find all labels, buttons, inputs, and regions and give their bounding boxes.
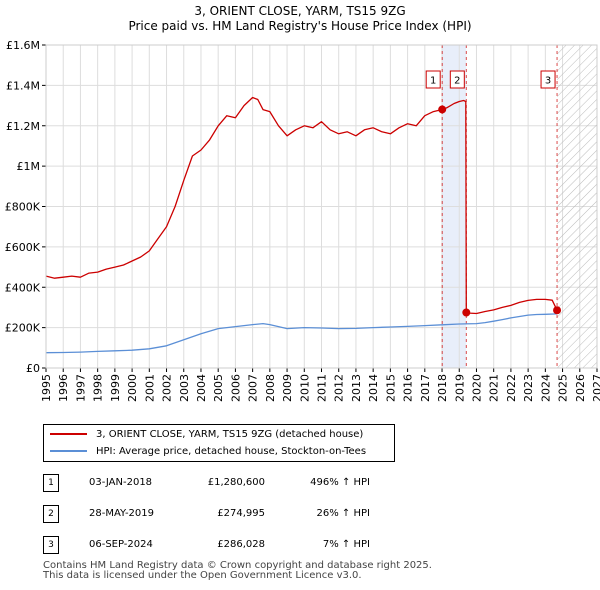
x-tick-label: 2002	[161, 374, 174, 402]
x-tick-label: 1997	[74, 374, 87, 402]
transaction-label-2: 2	[454, 76, 460, 87]
x-tick-label: 2005	[212, 374, 225, 402]
chart-title-block: 3, ORIENT CLOSE, YARM, TS15 9ZG Price pa…	[0, 4, 600, 34]
y-tick-label: £0	[26, 362, 40, 375]
x-tick-label: 2017	[419, 374, 432, 402]
x-tick-label: 2008	[264, 374, 277, 402]
transaction-hpi-change: 26% ↑ HPI	[316, 508, 370, 519]
transaction-label-1: 1	[430, 76, 436, 87]
x-tick-label: 2025	[557, 374, 570, 402]
x-tick-label: 2001	[143, 374, 156, 402]
chart-legend: 3, ORIENT CLOSE, YARM, TS15 9ZG (detache…	[43, 424, 395, 462]
legend-label-property: 3, ORIENT CLOSE, YARM, TS15 9ZG (detache…	[96, 429, 364, 440]
chart-title: 3, ORIENT CLOSE, YARM, TS15 9ZG	[194, 4, 406, 18]
transaction-hpi-change: 496% ↑ HPI	[310, 477, 370, 488]
x-tick-label: 2013	[350, 374, 363, 402]
x-tick-label: 2010	[298, 374, 311, 402]
legend-swatch-property	[50, 433, 87, 435]
transaction-point-3	[553, 306, 562, 315]
property-price-line	[46, 96, 558, 315]
y-tick-label: £1.4M	[6, 79, 40, 92]
chart-subtitle: Price paid vs. HM Land Registry's House …	[128, 19, 472, 33]
transaction-date: 28-MAY-2019	[89, 508, 155, 519]
transaction-price: £274,995	[217, 508, 265, 519]
y-tick-label: £200K	[5, 322, 41, 335]
x-tick-label: 2019	[453, 374, 466, 402]
table-row: 2 28-MAY-2019 £274,995 26% ↑ HPI	[43, 505, 403, 523]
x-tick-label: 2015	[384, 374, 397, 402]
plot-area-border	[45, 44, 598, 369]
x-tick-label: 1996	[57, 374, 70, 402]
table-row: 3 06-SEP-2024 £286,028 7% ↑ HPI	[43, 536, 403, 554]
transaction-hpi-change: 7% ↑ HPI	[322, 539, 370, 550]
x-tick-label: 2009	[281, 374, 294, 402]
legend-entry-property: 3, ORIENT CLOSE, YARM, TS15 9ZG (detache…	[50, 427, 363, 443]
hpi-line	[46, 313, 558, 354]
x-tick-label: 2020	[470, 374, 483, 402]
y-tick-label: £400K	[5, 281, 41, 294]
transaction-label-3: 3	[545, 76, 551, 87]
table-row: 1 03-JAN-2018 £1,280,600 496% ↑ HPI	[43, 474, 403, 492]
x-tick-label: 2021	[488, 374, 501, 402]
transaction-label-box	[425, 70, 441, 89]
footer-attribution: Contains HM Land Registry data © Crown c…	[43, 561, 432, 581]
x-tick-label: 2024	[539, 374, 552, 402]
x-tick-label: 2014	[367, 374, 380, 402]
x-tick-label: 2007	[247, 374, 260, 402]
x-tick-label: 2022	[505, 374, 518, 402]
transaction-price: £286,028	[217, 539, 265, 550]
future-hatched-region	[557, 45, 597, 368]
transaction-number: 2	[43, 505, 59, 523]
legend-entry-hpi: HPI: Average price, detached house, Stoc…	[50, 444, 366, 460]
y-tick-label: £1.2M	[6, 120, 40, 133]
x-tick-label: 1998	[92, 374, 105, 402]
y-tick-label: £600K	[5, 241, 41, 254]
legend-swatch-hpi	[50, 450, 87, 452]
transaction-date: 06-SEP-2024	[89, 539, 153, 550]
transaction-price: £1,280,600	[207, 477, 265, 488]
x-tick-label: 2011	[316, 374, 329, 402]
legend-label-hpi: HPI: Average price, detached house, Stoc…	[96, 446, 367, 457]
x-tick-label: 2027	[591, 374, 600, 402]
x-tick-label: 2026	[574, 374, 587, 402]
x-tick-label: 2000	[126, 374, 139, 402]
x-tick-label: 2003	[178, 374, 191, 402]
footer-copyright: Contains HM Land Registry data © Crown c…	[43, 560, 432, 571]
transaction-point-1	[438, 105, 447, 114]
y-tick-label: £1M	[17, 160, 41, 173]
price-chart: £0 £200K £400K £600K £800K £1M £1.2M £1.4M £1.6M…	[5, 39, 600, 402]
x-tick-label: 2016	[402, 374, 415, 402]
y-tick-label: £800K	[5, 201, 41, 214]
transaction-date: 03-JAN-2018	[89, 477, 153, 488]
x-tick-label: 2023	[522, 374, 535, 402]
transaction-number: 3	[43, 536, 59, 554]
transaction-label-box	[449, 70, 465, 89]
x-tick-label: 1999	[109, 374, 122, 402]
transaction-number: 1	[43, 474, 59, 492]
x-tick-label: 2004	[195, 374, 208, 402]
transaction-point-2	[462, 308, 471, 317]
y-tick-label: £1.6M	[6, 39, 40, 52]
x-tick-label: 1995	[40, 374, 53, 402]
footer-licence: This data is licensed under the Open Gov…	[43, 570, 362, 581]
transaction-label-box	[540, 70, 556, 89]
x-tick-label: 2006	[229, 374, 242, 402]
x-tick-label: 2018	[436, 374, 449, 402]
x-tick-label: 2012	[333, 374, 346, 402]
